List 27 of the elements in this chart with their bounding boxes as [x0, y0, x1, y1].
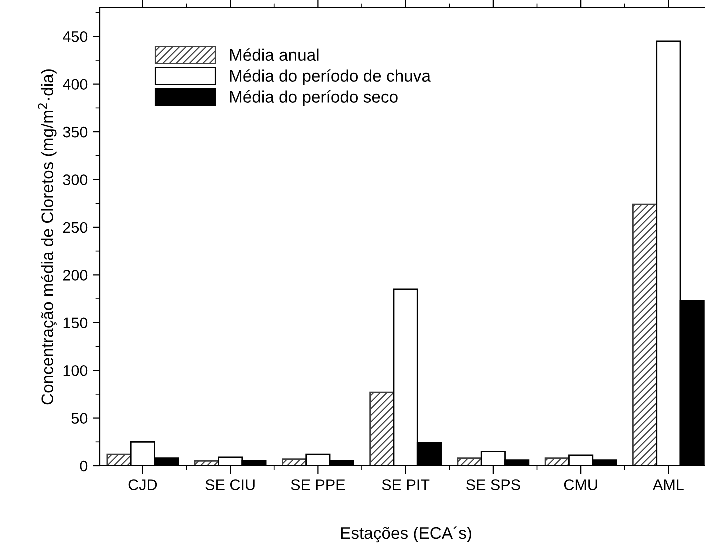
- bar: [457, 458, 482, 466]
- bar: [544, 458, 570, 466]
- legend-label: Média do período seco: [230, 90, 398, 106]
- x-tick-label: SE SPS: [466, 480, 520, 490]
- x-axis-title: Estações (ECA´s): [341, 526, 472, 543]
- x-tick-label: SE PPE: [291, 480, 346, 490]
- legend-label: Média do período de chuva: [230, 70, 431, 86]
- bar: [282, 458, 308, 466]
- y-tick-label: 400: [63, 79, 88, 90]
- bar: [370, 392, 395, 466]
- y-tick-label: 200: [63, 270, 88, 281]
- y-axis-title: Concentração média de Cloretos (mg/m$^{2}$·dia): [38, 70, 57, 405]
- y-tick-label: 150: [64, 318, 88, 329]
- x-tick-label: CJD: [128, 480, 158, 490]
- y-tick-label: 450: [63, 31, 88, 42]
- y-tick-label: 250: [63, 222, 88, 234]
- y-tick-label: 300: [63, 174, 88, 186]
- y-tick-label: 100: [64, 365, 88, 376]
- y-tick-label: 350: [63, 126, 88, 138]
- y-tick-label: 0: [80, 460, 88, 472]
- x-tick-label: SE CIU: [206, 480, 255, 490]
- x-tick-label: SE PIT: [382, 480, 430, 490]
- bar: [632, 204, 658, 466]
- y-tick-label: 50: [72, 413, 88, 424]
- x-tick-label: CMU: [564, 480, 598, 490]
- legend-label: Média anual: [230, 48, 319, 62]
- x-tick-label: AML: [653, 480, 684, 490]
